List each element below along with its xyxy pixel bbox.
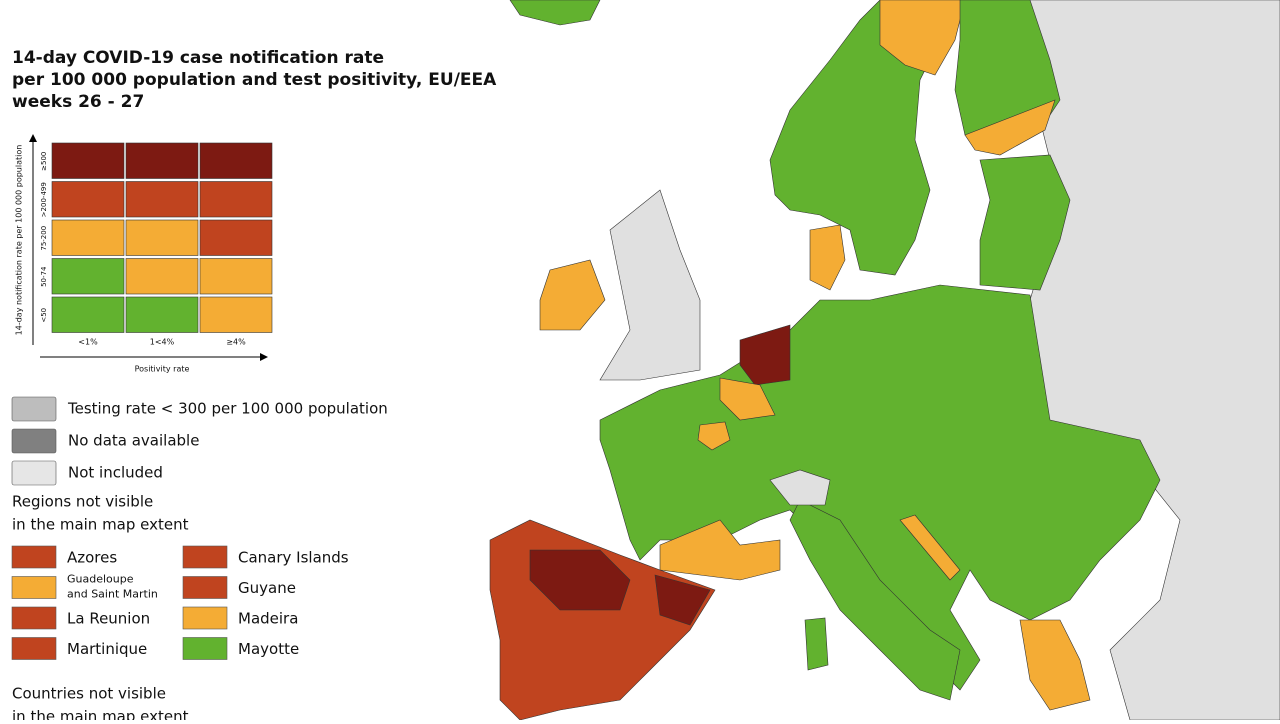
denmark <box>809 224 846 291</box>
title-line: 14-day COVID-19 case notification rate <box>12 48 384 68</box>
row-label: <50 <box>40 308 48 323</box>
x-arrowhead <box>260 353 268 361</box>
matrix-cell <box>125 258 199 295</box>
ireland <box>539 259 606 331</box>
matrix-cell <box>199 219 273 256</box>
catalonia <box>654 574 711 626</box>
matrix-cell <box>51 258 125 295</box>
uk <box>599 189 701 381</box>
region-swatch <box>182 606 228 630</box>
legend-label: No data available <box>68 432 199 450</box>
legend-swatch <box>11 396 57 422</box>
belgium <box>719 377 776 421</box>
italy <box>789 499 961 701</box>
row-label: >200-499 <box>40 182 48 217</box>
matrix-cell <box>199 258 273 295</box>
matrix-cell <box>199 296 273 333</box>
region-swatch <box>11 606 57 630</box>
column-label: <1% <box>78 338 98 347</box>
baltics <box>979 154 1071 291</box>
column-label: ≥4% <box>226 338 246 347</box>
region-swatch <box>182 637 228 660</box>
south-france <box>659 519 781 581</box>
south-finland <box>964 99 1056 156</box>
region-swatch <box>182 576 228 599</box>
croatia-coast <box>899 514 961 581</box>
region-label: Guyane <box>238 579 296 597</box>
switzerland <box>769 469 831 506</box>
netherlands <box>739 324 791 386</box>
x-label: Positivity rate <box>135 365 190 374</box>
region-swatch <box>182 545 228 569</box>
region-label: Guadeloupe and Saint Martin <box>67 573 158 601</box>
countries-heading: in the main map extent <box>12 708 189 721</box>
matrix-cell <box>51 219 125 256</box>
sardinia <box>804 617 829 671</box>
map <box>489 0 1280 721</box>
countries-heading: Countries not visible <box>12 685 166 703</box>
y-label: 14-day notification rate per 100 000 pop… <box>15 145 24 336</box>
y-arrowhead <box>29 134 37 142</box>
regions-heading: in the main map extent <box>12 516 189 534</box>
region-swatch <box>11 576 57 599</box>
legend-label: Testing rate < 300 per 100 000 populatio… <box>67 400 388 418</box>
region-swatch <box>11 545 57 569</box>
region-label: Mayotte <box>238 640 299 658</box>
regions-heading: Regions not visible <box>12 493 153 511</box>
region-label: Martinique <box>67 640 147 658</box>
region-swatch <box>11 637 57 660</box>
legend-swatch <box>11 460 57 486</box>
iceland <box>509 0 601 26</box>
matrix-cell <box>125 181 199 218</box>
matrix-cell <box>51 142 125 179</box>
legend-label: Not included <box>68 464 163 482</box>
matrix-cell <box>51 181 125 218</box>
title-line: per 100 000 population and test positivi… <box>12 70 497 90</box>
region-label: Azores <box>67 549 117 567</box>
column-label: 1<4% <box>150 338 175 347</box>
row-label: 50-74 <box>40 266 48 287</box>
matrix-cell <box>51 296 125 333</box>
row-label: 75-200 <box>40 226 48 251</box>
title-line: weeks 26 - 27 <box>12 92 144 112</box>
paris-region <box>697 421 731 451</box>
greece <box>1019 619 1091 711</box>
region-label: Madeira <box>238 610 298 628</box>
norway-sweden <box>769 0 961 276</box>
row-label: ≥500 <box>40 152 48 171</box>
region-label: La Reunion <box>67 610 150 628</box>
legend-swatch <box>11 428 57 454</box>
region-label: Canary Islands <box>238 549 349 567</box>
matrix-cell <box>125 219 199 256</box>
matrix-cell <box>199 181 273 218</box>
matrix-cell <box>125 142 199 179</box>
central-spain <box>529 549 631 611</box>
matrix-cell <box>199 142 273 179</box>
north-sweden <box>879 0 966 76</box>
matrix-cell <box>125 296 199 333</box>
non-included-land <box>1019 0 1280 721</box>
